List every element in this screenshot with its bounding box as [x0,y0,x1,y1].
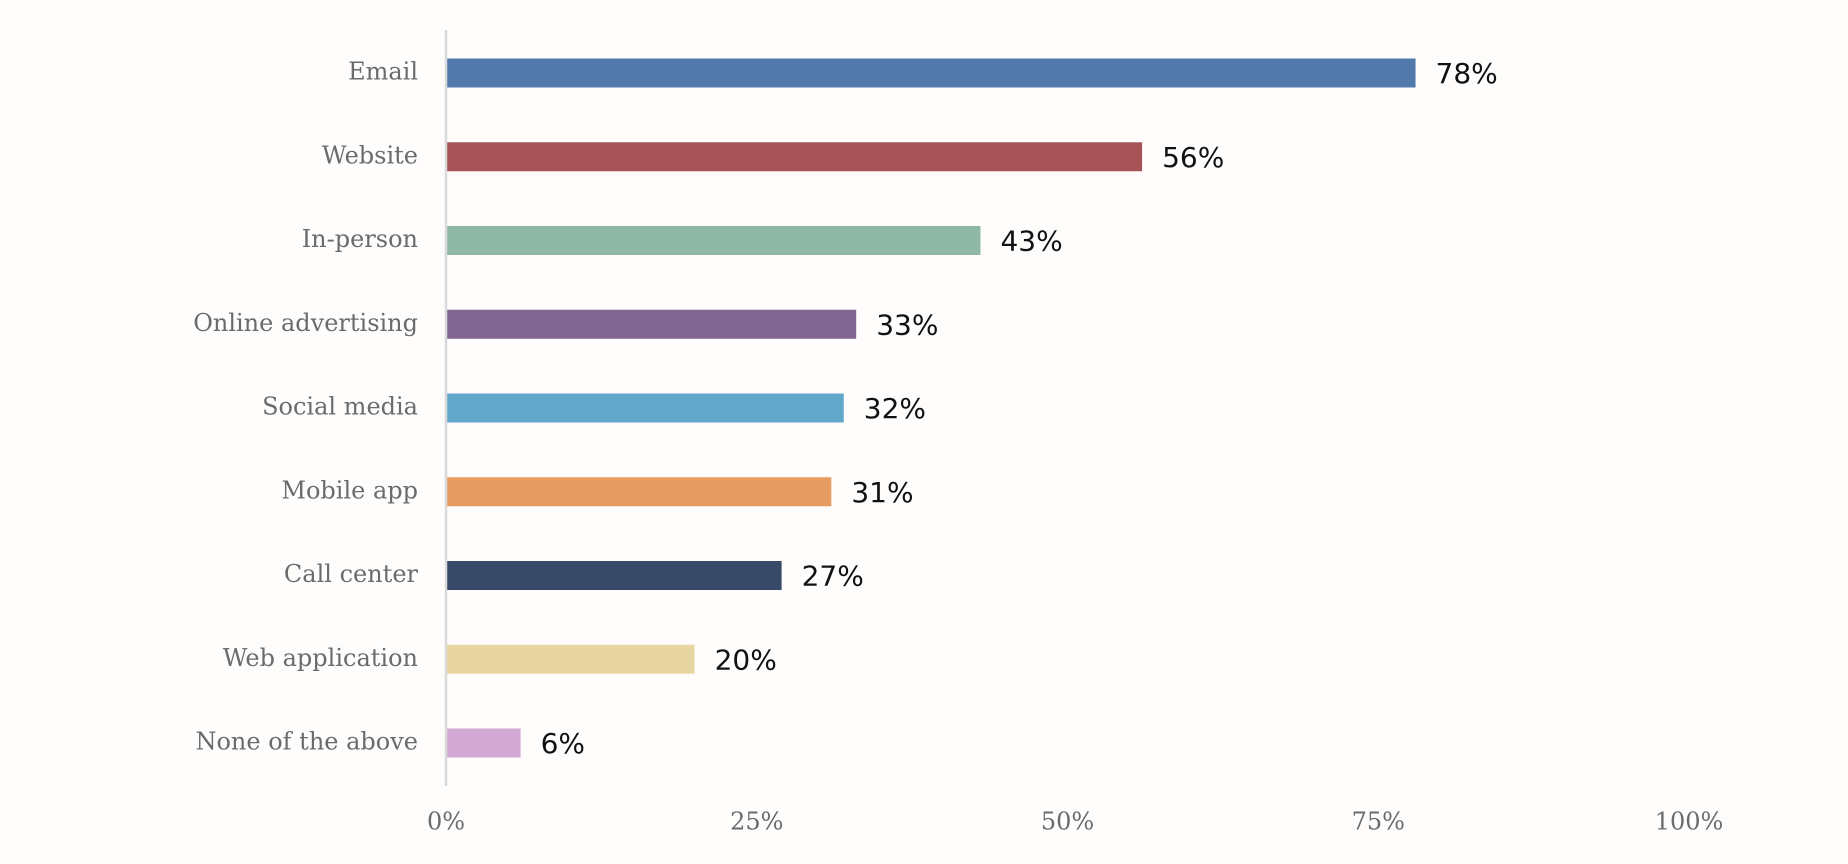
x-axis-tick-labels: 0% 25% 50% 75% 100% [427,808,1723,836]
bar-call-center [446,561,782,590]
category-label-website: Website [322,141,418,169]
category-label-email: Email [348,58,418,86]
category-label-in-person: In-person [302,225,418,253]
bar-social-media [446,393,844,423]
value-label-call-center: 27% [802,560,864,593]
value-label-website: 56% [1162,141,1224,174]
x-tick-label-0: 0% [427,808,465,836]
bar-none-of-the-above [446,728,521,758]
value-label-social-media: 32% [864,392,926,425]
x-tick-label-25: 25% [730,808,783,836]
value-labels: 78% 56% 43% 33% 32% 31% 27% 20% 6% [541,57,1498,760]
category-label-call-center: Call center [284,560,419,588]
category-labels: Email Website In-person Online advertising S… [193,58,418,756]
value-label-in-person: 43% [1000,225,1062,258]
bar-mobile-app [446,477,832,507]
bar-online-advertising [446,309,857,339]
category-label-mobile-app: Mobile app [281,476,418,504]
bars [446,58,1416,758]
value-label-email: 78% [1436,57,1498,90]
bar-in-person [446,226,981,255]
x-tick-label-100: 100% [1655,808,1724,836]
bar-email [446,58,1416,88]
category-label-none-of-the-above: None of the above [195,728,418,756]
bar-website [446,142,1143,172]
category-label-online-advertising: Online advertising [193,309,418,337]
category-label-web-application: Web application [223,644,418,672]
x-tick-label-50: 50% [1041,808,1094,836]
category-label-social-media: Social media [262,393,418,421]
bar-web-application [446,644,695,674]
value-label-none-of-the-above: 6% [541,727,585,760]
value-label-online-advertising: 33% [876,308,938,341]
value-label-mobile-app: 31% [851,476,913,509]
x-tick-label-75: 75% [1352,808,1405,836]
value-label-web-application: 20% [715,643,777,676]
